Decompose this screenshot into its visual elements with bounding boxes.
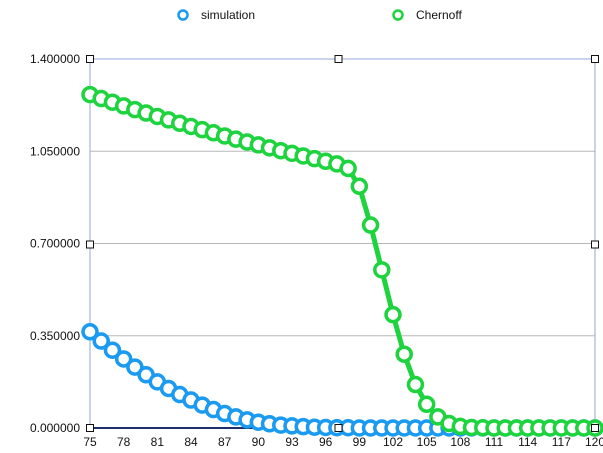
x-tick-label: 90 [252,435,266,449]
resize-handle[interactable] [86,240,94,249]
x-tick-label: 87 [218,435,232,449]
series-chernoff [81,85,603,437]
legend-item-simulation: simulation [177,8,255,22]
y-tick-label: 0.000000 [30,421,80,435]
x-tick-label: 81 [151,435,165,449]
data-point [373,261,391,279]
x-tick-label: 111 [485,435,504,449]
y-tick-label: 0.350000 [30,329,80,343]
resize-handle[interactable] [334,424,343,432]
legend-marker [392,9,404,21]
y-tick-label: 0.700000 [30,237,80,251]
data-point [384,305,402,324]
selection-handles[interactable] [86,55,599,432]
x-tick-label: 114 [518,435,537,449]
data-point [81,323,99,341]
resize-handle[interactable] [86,55,94,63]
data-point [361,216,380,234]
data-point [406,375,425,394]
x-tick-label: 93 [285,435,299,449]
y-tick-label: 1.050000 [30,144,80,158]
data-point [417,395,436,414]
x-tick-label: 84 [184,435,198,449]
legend-label: simulation [201,8,255,22]
series-simulation [81,323,603,437]
x-tick-label: 105 [417,435,437,449]
resize-handle[interactable] [591,240,599,249]
data-point [114,350,133,368]
y-axis: 0.000000 0.350000 0.700000 1.050000 1.400000 [30,52,80,435]
x-tick-label: 102 [383,435,403,449]
x-tick-label: 75 [83,435,97,449]
legend-item-chernoff: Chernoff [392,8,462,22]
legend: simulation Chernoff [177,8,462,22]
legend-label: Chernoff [416,8,462,22]
data-point [103,341,122,359]
y-tick-label: 1.400000 [30,52,80,66]
x-tick-label: 99 [353,435,367,449]
x-tick-label: 108 [450,435,470,449]
x-tick-label: 96 [319,435,333,449]
resize-handle[interactable] [334,55,343,63]
legend-marker [177,9,189,21]
resize-handle[interactable] [591,424,599,432]
x-tick-label: 120 [585,435,603,449]
data-point [92,332,110,350]
x-tick-label: 117 [552,435,571,449]
data-point [350,177,369,196]
data-point [339,159,357,178]
x-axis: 75 78 81 84 87 90 93 96 99 102 105 108 111 114 117 120 [83,435,603,449]
x-tick-label: 78 [117,435,131,449]
resize-handle[interactable] [86,424,94,432]
series-layer [81,85,603,437]
grid [90,58,595,337]
resize-handle[interactable] [591,55,599,63]
series-line [89,92,595,431]
data-point [395,345,413,363]
